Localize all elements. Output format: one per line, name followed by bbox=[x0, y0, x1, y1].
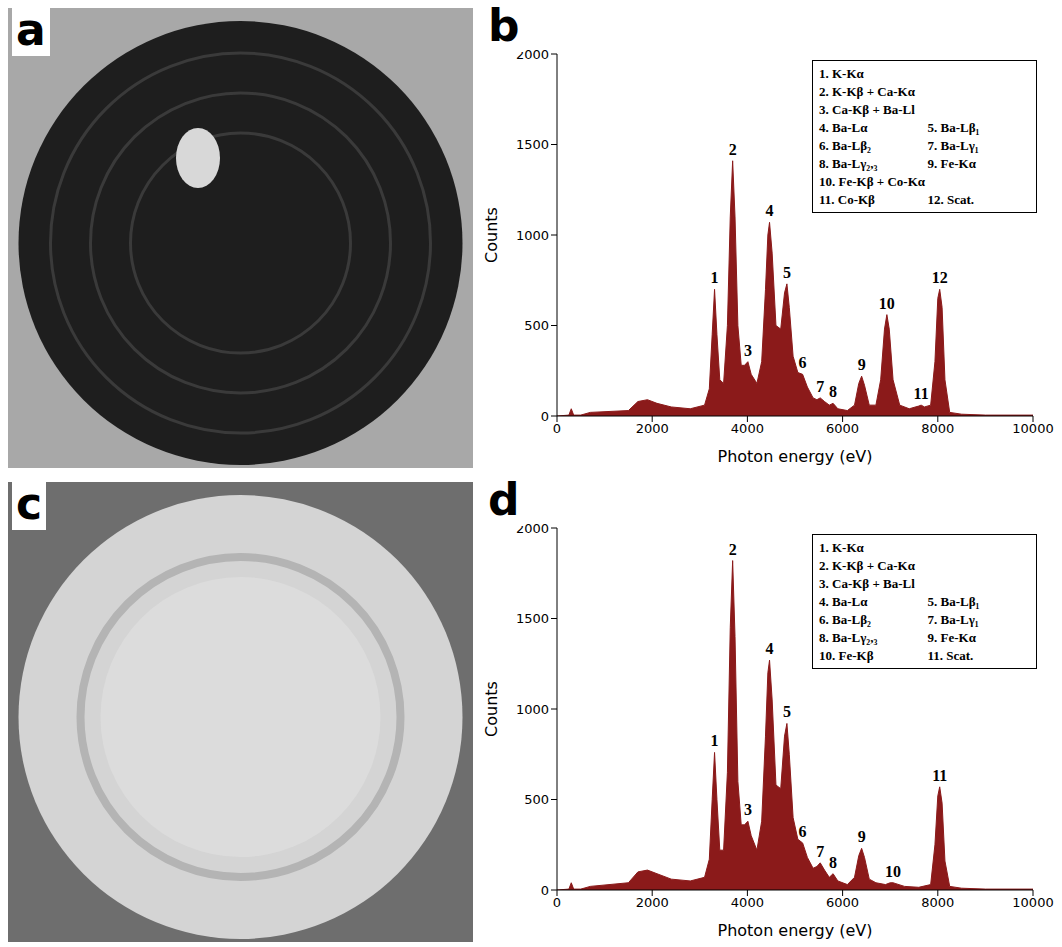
html-text:7. Ba-Lγ₁: 7. Ba-Lγ₁ bbox=[927, 612, 979, 627]
svg-text:500: 500 bbox=[524, 792, 549, 807]
html-text:5. Ba-Lβ₁: 5. Ba-Lβ₁ bbox=[927, 120, 980, 135]
svg-text:8000: 8000 bbox=[921, 421, 954, 436]
html-text:6. Ba-Lβ₂: 6. Ba-Lβ₂ bbox=[819, 612, 871, 627]
svg-text:Counts: Counts bbox=[482, 681, 501, 737]
svg-text:4: 4 bbox=[766, 202, 774, 219]
svg-text:8000: 8000 bbox=[921, 895, 954, 910]
html-text:10. Fe-Kβ + Co-Kα: 10. Fe-Kβ + Co-Kα bbox=[819, 174, 925, 189]
svg-text:0: 0 bbox=[541, 883, 549, 898]
html-text:3. Ca-Kβ + Ba-Ll: 3. Ca-Kβ + Ba-Ll bbox=[819, 576, 915, 591]
svg-text:10000: 10000 bbox=[1012, 895, 1053, 910]
svg-text:0: 0 bbox=[553, 895, 561, 910]
html-text:11. Co-Kβ: 11. Co-Kβ bbox=[819, 192, 875, 207]
svg-text:4: 4 bbox=[766, 640, 774, 657]
svg-text:Photon energy (eV): Photon energy (eV) bbox=[718, 447, 873, 466]
html-text:3. Ca-Kβ + Ba-Ll: 3. Ca-Kβ + Ba-Ll bbox=[819, 102, 915, 117]
html-text:12. Scat.: 12. Scat. bbox=[927, 192, 975, 207]
html-text:a: a bbox=[16, 4, 46, 55]
svg-text:6000: 6000 bbox=[826, 421, 859, 436]
svg-text:Counts: Counts bbox=[482, 207, 501, 263]
svg-text:2000: 2000 bbox=[636, 421, 669, 436]
svg-text:1000: 1000 bbox=[516, 228, 549, 243]
svg-text:3: 3 bbox=[744, 342, 752, 359]
svg-text:4000: 4000 bbox=[731, 421, 764, 436]
svg-text:Photon energy (eV): Photon energy (eV) bbox=[718, 921, 873, 940]
svg-text:500: 500 bbox=[524, 318, 549, 333]
svg-text:5: 5 bbox=[783, 703, 791, 720]
html-text:5. Ba-Lβ₁: 5. Ba-Lβ₁ bbox=[927, 594, 980, 609]
svg-text:11: 11 bbox=[914, 385, 929, 402]
html-text:1. K-Kα: 1. K-Kα bbox=[819, 66, 864, 81]
svg-text:4000: 4000 bbox=[731, 895, 764, 910]
html-text:11. Scat.: 11. Scat. bbox=[927, 648, 974, 663]
html-text:6. Ba-Lβ₂: 6. Ba-Lβ₂ bbox=[819, 138, 871, 153]
svg-text:10000: 10000 bbox=[1012, 421, 1053, 436]
svg-text:1000: 1000 bbox=[516, 702, 549, 717]
svg-text:7: 7 bbox=[816, 378, 824, 395]
html-text:d: d bbox=[488, 474, 520, 525]
html-text:b: b bbox=[488, 0, 520, 51]
svg-text:11: 11 bbox=[932, 767, 947, 784]
svg-text:1: 1 bbox=[711, 732, 719, 749]
html-text:1. K-Kα: 1. K-Kα bbox=[819, 540, 864, 555]
html-text:10. Fe-Kβ: 10. Fe-Kβ bbox=[819, 648, 874, 663]
svg-text:8: 8 bbox=[829, 383, 837, 400]
svg-text:7: 7 bbox=[816, 843, 824, 860]
svg-text:3: 3 bbox=[744, 801, 752, 818]
svg-text:1: 1 bbox=[711, 269, 719, 286]
svg-text:9: 9 bbox=[858, 356, 866, 373]
html-text:2. K-Kβ + Ca-Kα: 2. K-Kβ + Ca-Kα bbox=[819, 84, 915, 99]
svg-text:2000: 2000 bbox=[636, 895, 669, 910]
html-text:c: c bbox=[16, 478, 43, 529]
svg-text:6: 6 bbox=[799, 823, 807, 840]
html-text:4. Ba-Lα: 4. Ba-Lα bbox=[819, 120, 868, 135]
svg-text:6000: 6000 bbox=[826, 895, 859, 910]
svg-text:9: 9 bbox=[858, 828, 866, 845]
svg-text:6: 6 bbox=[799, 354, 807, 371]
html-text:8. Ba-Lγ₂,₃: 8. Ba-Lγ₂,₃ bbox=[819, 156, 878, 171]
svg-text:8: 8 bbox=[829, 854, 837, 871]
svg-text:12: 12 bbox=[932, 269, 948, 286]
svg-text:1500: 1500 bbox=[516, 611, 549, 626]
svg-text:0: 0 bbox=[541, 409, 549, 424]
html-text:4. Ba-Lα: 4. Ba-Lα bbox=[819, 594, 868, 609]
html-text:2. K-Kβ + Ca-Kα: 2. K-Kβ + Ca-Kα bbox=[819, 558, 915, 573]
svg-text:2000: 2000 bbox=[515, 520, 549, 536]
svg-text:1500: 1500 bbox=[516, 137, 549, 152]
svg-text:2: 2 bbox=[729, 541, 737, 558]
svg-text:2: 2 bbox=[729, 141, 737, 158]
html-text:8. Ba-Lγ₂,₃: 8. Ba-Lγ₂,₃ bbox=[819, 630, 878, 645]
html-text:7. Ba-Lγ₁: 7. Ba-Lγ₁ bbox=[927, 138, 979, 153]
html-text:9. Fe-Kα: 9. Fe-Kα bbox=[927, 156, 976, 171]
svg-text:0: 0 bbox=[553, 421, 561, 436]
svg-text:10: 10 bbox=[885, 863, 901, 880]
svg-text:2000: 2000 bbox=[515, 46, 549, 62]
svg-text:5: 5 bbox=[783, 264, 791, 281]
html-text:9. Fe-Kα: 9. Fe-Kα bbox=[927, 630, 976, 645]
svg-text:10: 10 bbox=[879, 295, 895, 312]
